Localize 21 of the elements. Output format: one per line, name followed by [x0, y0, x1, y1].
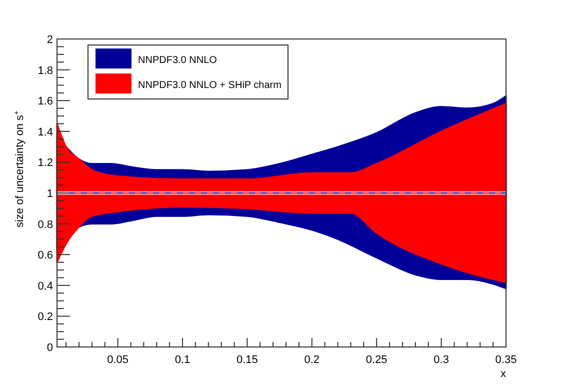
y-tick-label: 1.6: [38, 96, 53, 108]
y-tick-label: 1.8: [38, 64, 53, 77]
y-tick-label: 1: [46, 188, 53, 200]
y-tick-label: 0.6: [38, 250, 53, 262]
x-tick-label: 0.2: [304, 354, 320, 366]
y-tick-label: 0.8: [38, 218, 53, 231]
y-tick-label: 0: [46, 342, 53, 354]
y-tick-label: 2: [46, 34, 53, 46]
legend-label: NNPDF3.0 NNLO + SHiP charm: [138, 80, 282, 91]
x-tick-label: 0.25: [366, 354, 388, 366]
legend-label: NNPDF3.0 NNLO: [138, 55, 218, 66]
x-axis-title: x: [500, 368, 506, 380]
y-tick-label: 1.2: [38, 157, 53, 170]
y-tick-label: 0.2: [38, 311, 53, 324]
x-tick-label: 0.1: [174, 354, 190, 366]
x-tick-label: 0.05: [107, 354, 129, 366]
x-tick-label: 0.35: [495, 354, 517, 366]
x-tick-label: 0.3: [434, 354, 449, 366]
y-tick-label: 1.4: [38, 126, 53, 138]
y-tick-label: 0.4: [38, 280, 53, 292]
x-tick-label: 0.15: [236, 354, 258, 366]
